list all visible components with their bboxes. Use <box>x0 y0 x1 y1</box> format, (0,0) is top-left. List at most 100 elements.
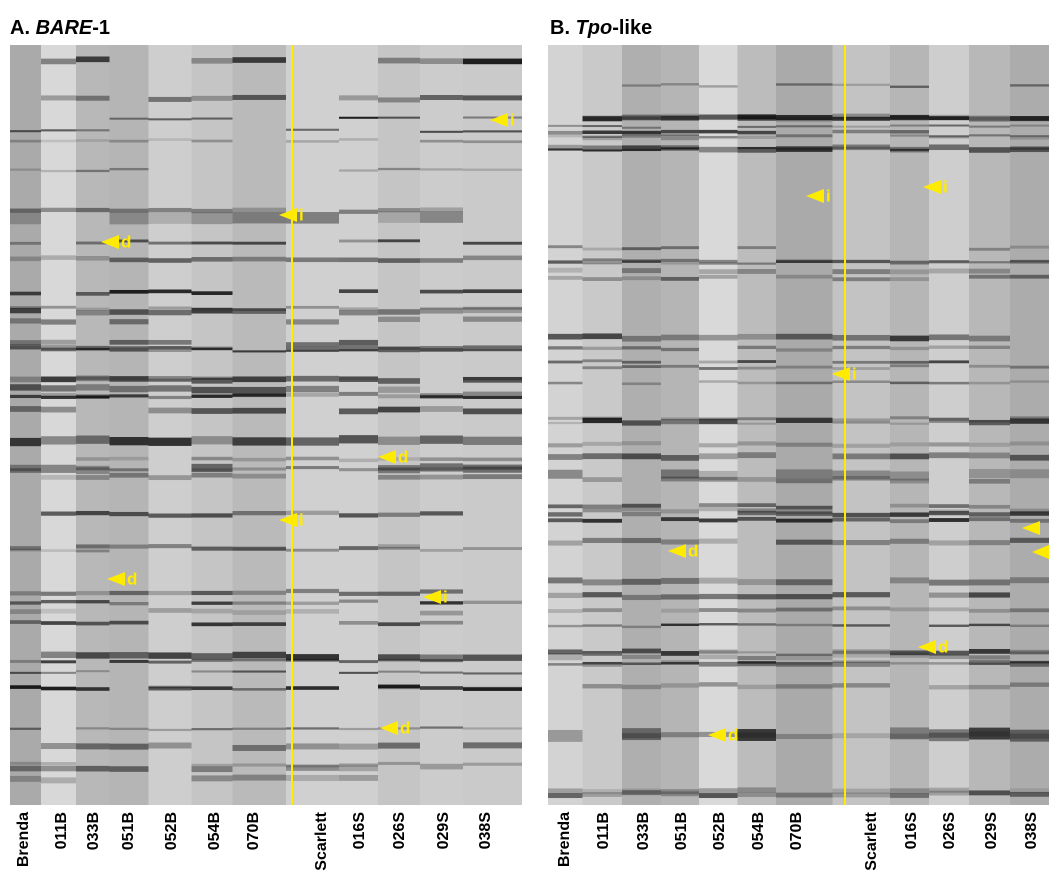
band <box>890 130 929 134</box>
band <box>1010 135 1049 138</box>
lane <box>832 45 890 805</box>
band <box>929 624 969 627</box>
band <box>776 539 833 545</box>
band <box>339 408 378 415</box>
band <box>661 115 699 121</box>
band <box>148 407 192 414</box>
band <box>832 475 890 481</box>
band <box>548 504 583 509</box>
band <box>463 395 522 399</box>
band <box>622 790 661 796</box>
band <box>109 212 149 225</box>
band <box>832 334 890 341</box>
band <box>548 729 583 742</box>
band <box>548 416 583 420</box>
band <box>890 260 929 263</box>
band <box>832 453 890 460</box>
band <box>41 95 76 101</box>
band <box>1010 791 1049 797</box>
band <box>1010 733 1049 739</box>
band <box>41 474 76 480</box>
band <box>929 417 969 421</box>
band <box>191 601 233 605</box>
band <box>969 660 1010 665</box>
band <box>929 510 969 516</box>
band <box>41 777 76 784</box>
band <box>737 246 776 250</box>
band <box>463 436 522 445</box>
band <box>969 579 1010 586</box>
band <box>832 421 890 424</box>
band <box>10 620 41 624</box>
band <box>10 591 41 596</box>
band <box>232 610 286 615</box>
band <box>661 334 699 341</box>
band <box>969 655 1010 660</box>
band <box>929 732 969 738</box>
band <box>1010 537 1049 543</box>
band <box>10 307 41 314</box>
band <box>109 239 149 243</box>
band <box>622 259 661 263</box>
band <box>661 147 699 150</box>
band <box>737 452 776 459</box>
band <box>148 96 192 102</box>
band <box>148 685 192 689</box>
band <box>737 360 776 363</box>
band <box>737 262 776 265</box>
band <box>832 624 890 627</box>
band <box>378 436 420 445</box>
band <box>548 333 583 340</box>
band <box>339 513 378 518</box>
band <box>929 787 969 793</box>
band <box>737 115 776 121</box>
band <box>737 729 776 741</box>
lane <box>1010 45 1049 805</box>
band <box>41 436 76 445</box>
band <box>286 319 339 325</box>
band <box>76 743 110 750</box>
band <box>76 549 110 553</box>
band <box>76 346 110 350</box>
band <box>378 467 420 471</box>
band <box>622 130 661 135</box>
band <box>420 548 463 552</box>
band <box>699 503 738 507</box>
band <box>191 686 233 691</box>
band <box>582 130 622 135</box>
band <box>699 538 738 544</box>
band <box>776 260 833 264</box>
band <box>776 117 833 122</box>
band <box>548 148 583 151</box>
band <box>232 94 286 100</box>
band <box>420 511 463 516</box>
band <box>463 457 522 462</box>
lane <box>378 45 420 805</box>
band <box>737 651 776 654</box>
band <box>286 437 339 446</box>
band <box>699 470 738 480</box>
band <box>699 334 738 341</box>
band <box>148 385 192 392</box>
band <box>832 360 890 364</box>
band <box>699 650 738 654</box>
marker-label: d <box>398 447 408 466</box>
band <box>582 592 622 598</box>
band <box>699 577 738 584</box>
band <box>10 765 41 772</box>
band <box>548 653 583 656</box>
band <box>420 589 463 594</box>
band <box>191 393 233 398</box>
band <box>969 274 1010 279</box>
band <box>776 511 833 516</box>
marker-arrow <box>708 728 726 742</box>
band <box>191 291 233 295</box>
lane-label: 054B <box>206 812 223 850</box>
band <box>929 381 969 385</box>
band <box>737 623 776 626</box>
band <box>548 469 583 479</box>
band <box>929 345 969 349</box>
band <box>286 727 339 730</box>
band <box>463 116 522 119</box>
band <box>737 422 776 425</box>
